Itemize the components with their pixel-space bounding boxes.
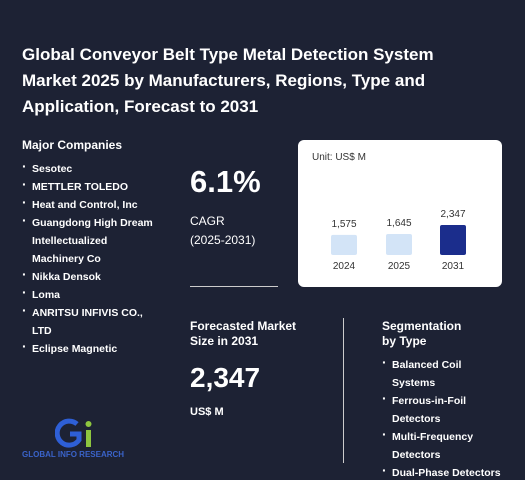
bar xyxy=(331,234,357,255)
forecast-heading: Forecasted Market Size in 2031 xyxy=(190,319,297,348)
company: Sesotec xyxy=(22,157,162,178)
segment: Balanced Coil Systems xyxy=(382,353,507,392)
chart-unit: Unit: US$ M xyxy=(312,152,366,163)
logo-mark xyxy=(55,418,92,448)
x-tick-label: 2031 xyxy=(442,261,465,272)
company: Guangdong High Dream Intellectualized Ma… xyxy=(22,211,162,268)
cagr-period: (2025-2031) xyxy=(190,233,256,247)
segmentation-list: Balanced Coil SystemsFerrous-in-Foil Det… xyxy=(382,353,507,480)
bar xyxy=(386,233,412,255)
segment: Multi-Frequency Detectors xyxy=(382,425,507,464)
company: Eclipse Magnetic xyxy=(22,337,162,358)
value-label: 2,347 xyxy=(440,209,465,220)
cagr-value: 6.1% xyxy=(190,164,261,199)
logo-text: GLOBAL INFO RESEARCH xyxy=(22,450,125,459)
company: ANRITSU INFIVIS CO., LTD xyxy=(22,301,162,340)
x-tick-label: 2024 xyxy=(333,261,356,272)
divider xyxy=(190,286,278,287)
companies-heading: Major Companies xyxy=(22,138,123,152)
title: Global Conveyor Belt Type Metal Detectio… xyxy=(22,45,434,116)
forecast-unit: US$ M xyxy=(190,406,224,418)
cagr-label: CAGR xyxy=(190,214,225,228)
segment: Ferrous-in-Foil Detectors xyxy=(382,389,507,428)
value-label: 1,575 xyxy=(331,219,356,230)
value-label: 1,645 xyxy=(386,218,411,229)
company: Nikka Densok xyxy=(22,265,162,286)
company: METTLER TOLEDO xyxy=(22,175,162,196)
companies-list: SesotecMETTLER TOLEDOHeat and Control, I… xyxy=(22,157,162,358)
vertical-divider xyxy=(343,318,344,463)
company: Loma xyxy=(22,283,162,304)
x-tick-label: 2025 xyxy=(388,261,411,272)
chart: Unit: US$ M 1,575 2024 1,645 2025 2,347 2031 xyxy=(312,152,466,272)
company: Heat and Control, Inc xyxy=(22,193,162,214)
segment: Dual-Phase Detectors xyxy=(382,461,507,480)
forecast-value: 2,347 xyxy=(190,362,261,393)
bar xyxy=(440,225,466,255)
chart-card: Unit: US$ M 1,575 2024 1,645 2025 2,347 2031 xyxy=(298,140,502,287)
segmentation-heading: Segmentation by Type xyxy=(382,319,462,348)
